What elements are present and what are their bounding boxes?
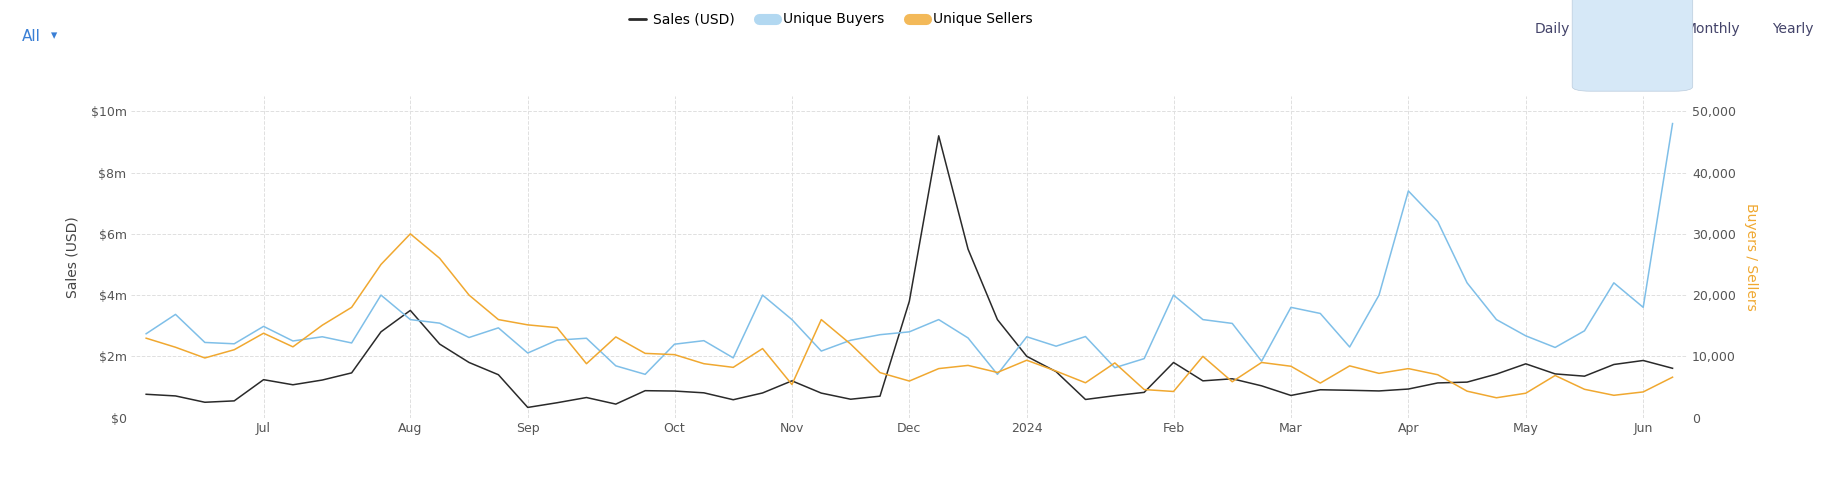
Y-axis label: Buyers / Sellers: Buyers / Sellers	[1744, 203, 1758, 311]
Legend: Sales (USD), Unique Buyers, Unique Sellers: Sales (USD), Unique Buyers, Unique Selle…	[623, 7, 1039, 32]
Text: Monthly: Monthly	[1685, 22, 1740, 36]
Text: Yearly: Yearly	[1773, 22, 1813, 36]
Text: Weekly: Weekly	[1605, 22, 1660, 36]
Text: All: All	[22, 29, 40, 44]
Text: Daily: Daily	[1534, 22, 1570, 36]
Text: ▾: ▾	[51, 29, 57, 42]
Y-axis label: Sales (USD): Sales (USD)	[66, 216, 80, 298]
